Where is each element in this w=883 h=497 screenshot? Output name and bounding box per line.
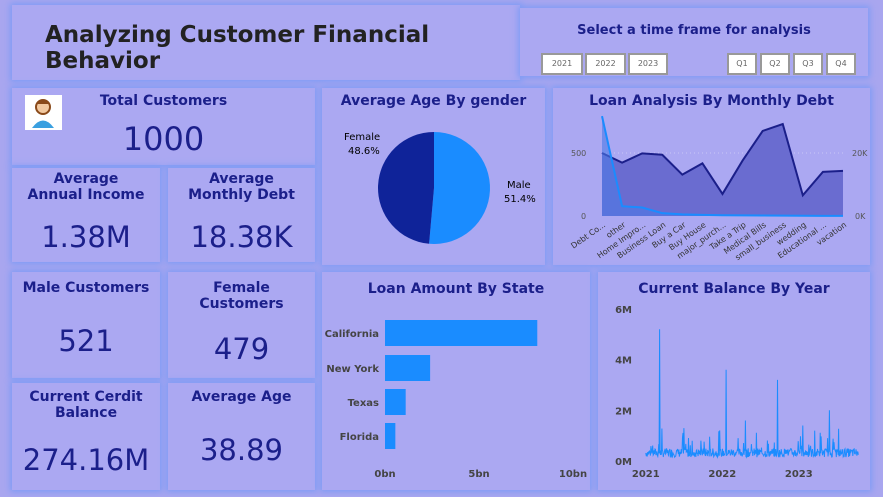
y-tick-label: 2M [615,406,632,417]
loan-debt-panel: Loan Analysis By Monthly Debt 0 500 0K 20K D… [553,88,870,265]
year-2022-button[interactable]: 2022 [585,53,626,75]
avg-income-card: Average Annual Income 1.38M [12,168,160,262]
bar-texas [385,389,406,415]
male-customers-card: Male Customers 521 [12,272,160,378]
bar-label: California [325,329,379,340]
age-by-gender-panel: Average Age By gender Female 48.6% Male 51.… [322,88,545,265]
q2-button[interactable]: Q2 [760,53,790,75]
chart-title: Loan Analysis By Monthly Debt [589,93,834,109]
pie-label-male: Male [507,180,531,191]
filter-label: Select a time frame for analysis [577,23,811,38]
series-area-left [602,124,843,216]
page-title: Analyzing Customer Financial Behavior [45,22,430,74]
credit-balance-value: 274.16M [22,443,150,477]
avg-age-value: 38.89 [199,433,284,467]
y-tick-label: 6M [615,305,632,316]
year-2023-button[interactable]: 2023 [628,53,668,75]
female-customers-value: 479 [213,332,270,366]
x-tick-label: 2023 [785,469,813,480]
avg-income-value: 1.38M [41,220,131,254]
x-tick-label: 2022 [708,469,736,480]
bar-california [385,320,538,346]
chart-title: Current Balance By Year [638,281,830,297]
user-avatar-icon [25,95,62,130]
avg-debt-label: Average Monthly Debt [188,171,295,203]
bar-label: New York [326,364,379,375]
right-tick: 0K [855,212,866,221]
avg-debt-card: Average Monthly Debt 18.38K [168,168,315,262]
pie-label-female: Female [344,132,380,143]
bar-new-york [385,355,431,381]
q4-button[interactable]: Q4 [826,53,856,75]
x-tick-label: 2021 [632,469,660,480]
title-panel: Analyzing Customer Financial Behavior [12,5,520,80]
pie-slice-female [378,132,434,244]
female-customers-label: Female Customers [199,280,284,312]
series-line-left [601,122,844,198]
avg-income-label: Average Annual Income [27,171,145,203]
credit-balance-label: Current Cerdit Balance [29,389,143,421]
x-tick-label: 10bn [559,469,587,480]
avg-age-card: Average Age 38.89 [168,383,315,490]
bar-florida [385,423,396,449]
chart-title: Loan Amount By State [367,281,545,297]
total-customers-value: 1000 [122,120,205,158]
x-tick-label: Debt Co... [569,220,607,250]
bar-label: Texas [348,398,379,409]
left-tick: 500 [571,149,586,158]
q3-button[interactable]: Q3 [793,53,823,75]
year-2021-button[interactable]: 2021 [541,53,583,75]
chart-title: Average Age By gender [340,93,527,109]
pie-value-female: 48.6% [348,146,380,157]
credit-balance-card: Current Cerdit Balance 274.16M [12,383,160,490]
balance-line [645,329,859,459]
left-tick: 0 [581,212,586,221]
male-customers-label: Male Customers [22,280,150,296]
series-line-right [601,115,844,217]
total-customers-label: Total Customers [99,93,228,109]
y-tick-label: 0M [615,457,632,468]
male-customers-value: 521 [58,324,114,358]
total-customers-card: Total Customers 1000 [12,88,315,165]
x-tick-label: 5bn [468,469,489,480]
balance-year-panel: Current Balance By Year 0M 2M 4M 6M 2021 2022… [598,272,870,490]
bar-label: Florida [340,432,379,443]
avg-debt-value: 18.38K [190,220,293,254]
pie-value-male: 51.4% [504,194,536,205]
pie-slice-male [429,132,490,244]
q1-button[interactable]: Q1 [727,53,757,75]
right-tick: 20K [852,149,868,158]
female-customers-card: Female Customers 479 [168,272,315,378]
loan-state-panel: Loan Amount By State California New York T… [322,272,590,490]
y-tick-label: 4M [615,356,632,367]
avg-age-label: Average Age [191,389,292,405]
x-tick-label: 0bn [374,469,395,480]
